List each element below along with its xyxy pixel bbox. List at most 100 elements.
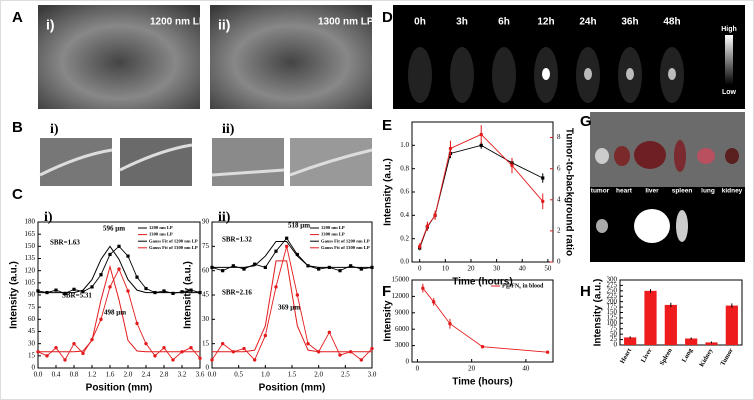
organ-glow	[634, 209, 670, 243]
y-tick-label: 50	[610, 330, 618, 338]
series-line	[38, 264, 200, 353]
point	[189, 346, 193, 350]
panel-letter: A	[12, 9, 23, 26]
point	[417, 244, 422, 249]
point	[171, 358, 175, 362]
point	[425, 224, 430, 228]
point	[162, 346, 166, 350]
y-tick-label: 165	[25, 230, 36, 238]
y-tick-label: 60	[28, 315, 36, 323]
time-label: 12h	[537, 17, 554, 28]
series-line	[38, 245, 200, 294]
y-tick-label: 100	[607, 319, 618, 327]
y-tick-label: 25	[610, 335, 618, 343]
y-tick-label: 15	[202, 339, 210, 347]
x-axis-title: Position (mm)	[259, 383, 326, 394]
point	[210, 358, 214, 362]
organ	[697, 148, 715, 164]
mouse	[492, 47, 516, 103]
x-tick-label: 0.8	[70, 371, 79, 379]
legend-label: 1200 nm LP	[321, 225, 345, 230]
x-axis-title: Position (mm)	[86, 383, 153, 394]
y-axis-title: Intensity	[383, 300, 394, 342]
y-axis-title: Intensity (a.u.)	[183, 261, 194, 329]
annotation: 498 μm	[104, 309, 126, 317]
point	[263, 333, 268, 338]
bar	[705, 342, 718, 345]
point	[370, 346, 374, 351]
y-tick-label: 175	[607, 303, 618, 311]
series-line	[211, 246, 373, 361]
sub-label: i)	[44, 210, 53, 225]
organ-label: tumor	[591, 188, 610, 195]
point	[252, 358, 257, 362]
point	[448, 322, 452, 326]
y-tick-label: 4	[557, 195, 561, 203]
x-tick-label: 0.5	[234, 371, 243, 379]
organ-label: lung	[701, 188, 715, 195]
bar	[725, 305, 738, 345]
point	[274, 285, 278, 289]
x-tick-label: 0	[418, 265, 422, 273]
y-tick-label: 120	[25, 266, 36, 274]
series-line	[422, 287, 548, 353]
image-b	[212, 138, 284, 186]
point	[189, 288, 193, 292]
x-tick-label: 2.0	[314, 371, 323, 379]
point	[126, 289, 130, 293]
tumor-signal	[626, 68, 634, 80]
x-tick-label: Lung	[681, 347, 695, 364]
point	[153, 354, 157, 358]
point	[510, 163, 514, 168]
series-line	[419, 133, 544, 247]
y-tick-label: 150	[607, 308, 618, 316]
panel-letter: H	[580, 283, 591, 300]
filter-label: 1300 nm LP	[318, 17, 374, 28]
y-tick-label: 75	[28, 303, 36, 311]
sub-label: ii)	[218, 210, 231, 225]
y-tick-label: 135	[25, 254, 36, 262]
point	[99, 317, 103, 322]
legend-label: Gauss Fit of 1200 nm LP	[321, 238, 370, 243]
legend-label: Gauss Fit of 1300 nm LP	[149, 245, 198, 250]
x-tick-label: 10	[442, 265, 450, 273]
point	[480, 344, 485, 349]
time-label: 24h	[579, 17, 596, 28]
point	[198, 356, 202, 360]
point	[81, 351, 85, 356]
x-tick-label: Tumor	[719, 347, 735, 367]
x-tick-label: Liver	[640, 347, 654, 364]
legend-label: 1300 nm LP	[149, 232, 173, 237]
organ-glow	[596, 219, 608, 233]
point	[541, 199, 545, 204]
x-tick-label: 1.5	[288, 371, 297, 379]
point	[171, 291, 175, 295]
colorbar-high: High	[721, 26, 737, 33]
x-tick-label: 2.5	[341, 371, 350, 379]
point	[54, 346, 58, 350]
organ-glow	[676, 210, 688, 242]
y-tick-label: 45	[202, 291, 210, 299]
point	[295, 252, 299, 257]
organ-label: kidney	[722, 188, 743, 195]
point	[349, 264, 353, 268]
point	[274, 249, 278, 253]
x-tick-label: 0.0	[208, 371, 217, 379]
y-tick-label: 300	[607, 276, 618, 284]
point	[479, 143, 483, 147]
y-tick-label: 30	[28, 339, 36, 347]
series-line	[419, 144, 543, 249]
point	[135, 321, 139, 326]
time-label: 48h	[663, 17, 680, 28]
legend-label: P@FN₆ in blood	[502, 283, 544, 289]
x-tick-label: 2.8	[160, 371, 169, 379]
x-tick-label: 0.0	[34, 371, 43, 379]
point	[108, 252, 112, 257]
y-tick-label: 90	[28, 291, 36, 299]
point	[433, 213, 437, 218]
x-tick-label: 40	[519, 265, 527, 273]
point	[117, 267, 121, 271]
time-label: 6h	[498, 17, 510, 28]
y-tick-label: 0.8	[400, 164, 409, 172]
